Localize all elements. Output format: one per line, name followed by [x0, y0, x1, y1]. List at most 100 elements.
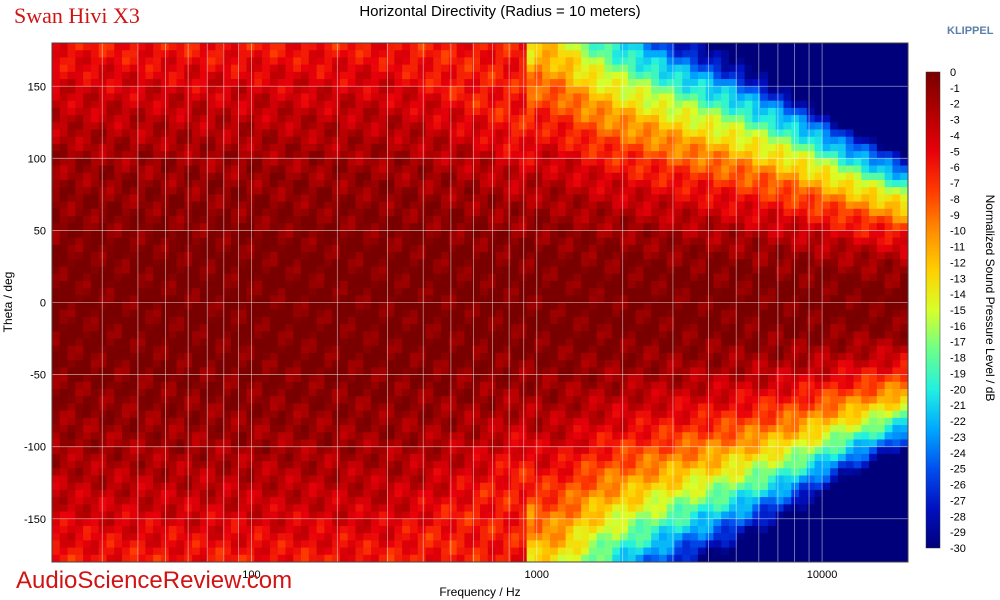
heatmap-cell: [293, 259, 302, 268]
heatmap-cell: [285, 331, 294, 340]
heatmap-cell: [114, 446, 123, 455]
heatmap-cell: [98, 208, 108, 217]
heatmap-cell: [269, 71, 279, 80]
heatmap-cell: [277, 50, 287, 59]
heatmap-cell: [293, 100, 302, 109]
heatmap-cell: [176, 107, 185, 116]
heatmap-cell: [122, 216, 131, 224]
heatmap-cell: [106, 324, 115, 332]
heatmap-cell: [98, 143, 108, 152]
heatmap-cell: [192, 172, 201, 181]
heatmap-cell: [378, 64, 388, 73]
heatmap-cell: [394, 360, 403, 368]
heatmap-cell: [192, 252, 201, 260]
heatmap-cell: [417, 482, 427, 491]
heatmap-cell: [114, 504, 123, 513]
heatmap-cell: [503, 360, 512, 368]
heatmap-cell: [254, 86, 263, 95]
heatmap-cell: [207, 179, 217, 188]
heatmap-cell: [417, 151, 427, 159]
heatmap-cell: [550, 331, 559, 340]
heatmap-cell: [425, 497, 434, 505]
heatmap-cell: [262, 230, 271, 239]
heatmap-cell: [90, 273, 100, 282]
heatmap-cell: [160, 57, 170, 66]
heatmap-cell: [409, 360, 419, 368]
heatmap-cell: [581, 244, 590, 253]
heatmap-cell: [106, 165, 115, 174]
heatmap-cell: [557, 93, 567, 102]
heatmap-cell: [332, 461, 341, 469]
heatmap-cell: [581, 309, 590, 318]
heatmap-cell: [153, 223, 162, 232]
heatmap-cell: [90, 309, 100, 318]
heatmap-cell: [215, 533, 224, 541]
heatmap-cell: [417, 107, 427, 116]
heatmap-cell: [129, 468, 139, 477]
heatmap-cell: [495, 172, 504, 181]
heatmap-cell: [456, 79, 466, 87]
heatmap-cell: [90, 194, 100, 203]
heatmap-cell: [581, 115, 590, 123]
heatmap-cell: [207, 79, 217, 87]
heatmap-cell: [83, 533, 92, 541]
heatmap-cell: [433, 403, 442, 412]
heatmap-cell: [90, 432, 100, 441]
heatmap-cell: [573, 122, 582, 131]
heatmap-cell: [581, 107, 590, 116]
heatmap-cell: [153, 489, 162, 498]
heatmap-cell: [269, 179, 279, 188]
heatmap-cell: [52, 122, 61, 131]
heatmap-cell: [129, 324, 139, 332]
heatmap-cell: [581, 57, 590, 66]
heatmap-cell: [534, 252, 543, 260]
heatmap-cell: [378, 201, 388, 210]
heatmap-cell: [441, 331, 450, 340]
heatmap-cell: [308, 201, 318, 210]
heatmap-cell: [153, 453, 162, 462]
heatmap-cell: [425, 410, 434, 419]
heatmap-cell: [285, 122, 294, 131]
heatmap-cell: [199, 316, 209, 325]
heatmap-cell: [448, 547, 458, 556]
heatmap-cell: [238, 554, 248, 562]
heatmap-cell: [199, 230, 209, 239]
heatmap-cell: [145, 295, 154, 304]
heatmap-cell: [363, 216, 372, 224]
heatmap-cell: [199, 201, 209, 210]
heatmap-cell: [332, 100, 341, 109]
heatmap-cell: [75, 259, 84, 268]
heatmap-cell: [386, 93, 395, 102]
heatmap-cell: [238, 288, 248, 296]
heatmap-cell: [90, 374, 100, 383]
heatmap-cell: [371, 223, 380, 232]
heatmap-cell: [503, 511, 512, 520]
heatmap-cell: [223, 309, 232, 318]
heatmap-cell: [215, 273, 224, 282]
heatmap-cell: [472, 432, 481, 441]
heatmap-cell: [114, 432, 123, 441]
heatmap-cell: [425, 396, 434, 405]
heatmap-cell: [98, 57, 108, 66]
heatmap-cell: [52, 57, 61, 66]
heatmap-cell: [122, 360, 131, 368]
heatmap-cell: [106, 475, 115, 484]
heatmap-cell: [550, 540, 559, 549]
heatmap-cell: [207, 280, 217, 289]
heatmap-cell: [557, 547, 567, 556]
heatmap-cell: [90, 179, 100, 188]
heatmap-cell: [464, 331, 473, 340]
heatmap-cell: [378, 547, 388, 556]
heatmap-cell: [425, 389, 434, 397]
heatmap-cell: [386, 172, 395, 181]
heatmap-cell: [542, 446, 551, 455]
heatmap-cell: [378, 136, 388, 145]
heatmap-cell: [207, 86, 217, 95]
heatmap-cell: [67, 417, 76, 426]
heatmap-cell: [52, 288, 61, 296]
heatmap-cell: [168, 396, 178, 405]
heatmap-cell: [417, 136, 427, 145]
heatmap-cell: [565, 453, 574, 462]
heatmap-cell: [402, 309, 411, 318]
heatmap-cell: [464, 158, 473, 167]
